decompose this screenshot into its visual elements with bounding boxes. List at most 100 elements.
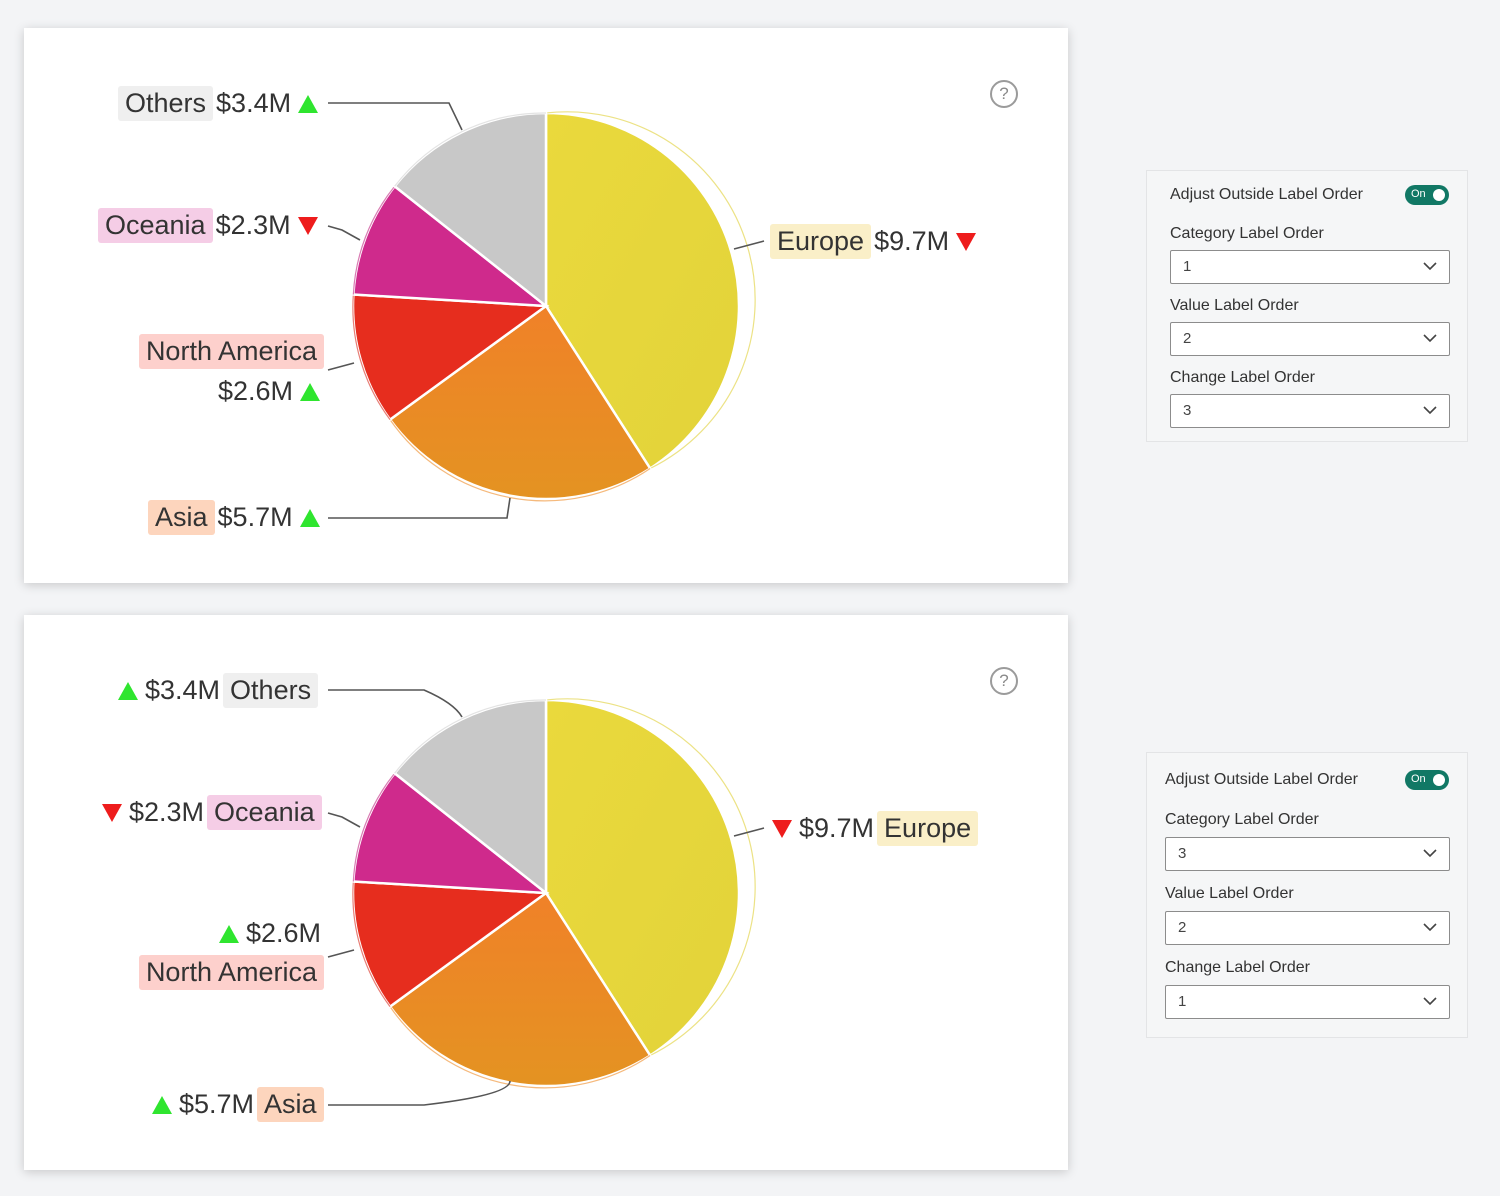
- label-line: $2.6M: [128, 917, 324, 949]
- dropdown-value: 2: [1178, 919, 1187, 936]
- toggle-state: On: [1411, 188, 1426, 200]
- adjust-outside-label-order-title: Adjust Outside Label Order: [1165, 771, 1358, 788]
- change-label-order-label: Change Label Order: [1165, 959, 1310, 976]
- value-label-order-dropdown[interactable]: 2: [1170, 322, 1450, 356]
- leader-line-asia: [328, 1080, 511, 1106]
- category-label: Europe: [877, 811, 979, 846]
- label-line: $2.6M: [128, 375, 324, 407]
- pie-slice-rim-oceania: [352, 185, 396, 295]
- value-label: $9.7M: [874, 226, 950, 256]
- value-label: $2.6M: [245, 918, 321, 949]
- value-label-order-label: Value Label Order: [1170, 297, 1299, 314]
- pie-chart-card: ? Europe $9.7M Others $3.4M Oceania $2.3M N…: [24, 28, 1068, 583]
- adjust-outside-label-order-title: Adjust Outside Label Order: [1170, 186, 1363, 203]
- value-label: $9.7M: [799, 813, 875, 843]
- triangle-down-icon: [297, 216, 318, 235]
- value-label: $5.7M: [217, 502, 293, 532]
- label-north-america: North America $2.6M: [128, 334, 324, 407]
- chevron-down-icon: [1423, 849, 1437, 858]
- leader-line-oceania: [327, 225, 361, 241]
- value-label: $2.3M: [215, 210, 291, 240]
- pie-chart-svg: [327, 689, 765, 1106]
- dropdown-value: 3: [1178, 845, 1187, 862]
- leader-line-others: [328, 102, 463, 131]
- pie-slice-rim-north-america: [352, 294, 391, 421]
- help-icon[interactable]: ?: [990, 667, 1018, 695]
- pie-slice-rim-north-america: [352, 881, 391, 1008]
- category-label: North America: [138, 955, 324, 991]
- triangle-up-icon: [118, 681, 138, 700]
- toggle-knob: [1433, 774, 1445, 786]
- chevron-down-icon: [1423, 262, 1437, 271]
- value-label: $5.7M: [179, 1089, 255, 1119]
- value-label: $3.4M: [145, 675, 221, 705]
- label-europe: Europe $9.7M: [770, 224, 980, 259]
- category-label-order-dropdown[interactable]: 3: [1165, 837, 1450, 871]
- help-icon[interactable]: ?: [990, 80, 1018, 108]
- leader-line-asia: [328, 497, 511, 519]
- triangle-down-icon: [102, 803, 122, 822]
- category-label: Others: [223, 673, 319, 708]
- change-label-order-label: Change Label Order: [1170, 369, 1315, 386]
- leader-line-north-america: [327, 362, 355, 371]
- triangle-up-icon: [298, 94, 319, 113]
- pie-slice-rim-asia: [389, 1006, 651, 1089]
- value-label-order-label: Value Label Order: [1165, 885, 1294, 902]
- dropdown-value: 1: [1183, 258, 1192, 275]
- leader-line-oceania: [327, 812, 361, 828]
- value-label: $3.4M: [216, 88, 292, 118]
- adjust-outside-label-order-toggle[interactable]: On: [1405, 770, 1449, 790]
- format-panel: Adjust Outside Label Order On Category L…: [1146, 170, 1468, 442]
- pie-slice-rim-europe: [545, 111, 756, 470]
- pie-slice-rim-asia: [389, 419, 651, 502]
- triangle-up-icon: [218, 924, 239, 943]
- label-line: North America: [128, 955, 324, 991]
- category-label-order-label: Category Label Order: [1170, 225, 1324, 242]
- dropdown-value: 1: [1178, 993, 1187, 1010]
- chevron-down-icon: [1423, 997, 1437, 1006]
- category-label: Europe: [770, 224, 872, 259]
- category-label: Others: [118, 86, 214, 121]
- category-label: North America: [138, 334, 324, 369]
- category-label-order-label: Category Label Order: [1165, 811, 1319, 828]
- triangle-up-icon: [299, 508, 320, 527]
- leader-line-others: [328, 689, 463, 718]
- value-label: $2.3M: [129, 797, 205, 827]
- chevron-down-icon: [1423, 406, 1437, 415]
- pie-slice-rim-europe: [545, 698, 756, 1057]
- triangle-down-icon: [956, 232, 977, 251]
- label-line: North America: [128, 334, 324, 369]
- label-europe: $9.7M Europe: [768, 811, 979, 846]
- adjust-outside-label-order-toggle[interactable]: On: [1405, 185, 1449, 205]
- label-asia: $5.7M Asia: [148, 1087, 324, 1122]
- triangle-up-icon: [300, 382, 320, 401]
- category-label-order-dropdown[interactable]: 1: [1170, 250, 1450, 284]
- chevron-down-icon: [1423, 923, 1437, 932]
- label-others: Others $3.4M: [118, 86, 322, 121]
- category-label: Oceania: [98, 208, 213, 243]
- label-asia: Asia $5.7M: [148, 500, 324, 535]
- category-label: Asia: [257, 1087, 324, 1122]
- leader-line-north-america: [327, 949, 355, 958]
- label-oceania: Oceania $2.3M: [98, 208, 322, 243]
- pie-chart-svg: [327, 102, 765, 519]
- label-oceania: $2.3M Oceania: [98, 795, 322, 830]
- pie-chart-card: ? $9.7M Europe $3.4M Others $2.3M Oceania $…: [24, 615, 1068, 1170]
- dropdown-value: 3: [1183, 402, 1192, 419]
- category-label: Asia: [148, 500, 215, 535]
- category-label: Oceania: [207, 795, 322, 830]
- value-label: $2.6M: [217, 376, 293, 407]
- label-others: $3.4M Others: [114, 673, 319, 708]
- change-label-order-dropdown[interactable]: 3: [1170, 394, 1450, 428]
- format-panel: Adjust Outside Label Order On Category L…: [1146, 752, 1468, 1038]
- toggle-knob: [1433, 189, 1445, 201]
- pie-slice-rim-others: [394, 112, 547, 187]
- pie-slice-rim-oceania: [352, 772, 396, 882]
- change-label-order-dropdown[interactable]: 1: [1165, 985, 1450, 1019]
- value-label-order-dropdown[interactable]: 2: [1165, 911, 1450, 945]
- pie-slice-asia[interactable]: [388, 304, 652, 501]
- triangle-up-icon: [152, 1095, 172, 1114]
- triangle-down-icon: [772, 819, 792, 838]
- pie-slice-rim-others: [394, 699, 547, 774]
- chevron-down-icon: [1423, 334, 1437, 343]
